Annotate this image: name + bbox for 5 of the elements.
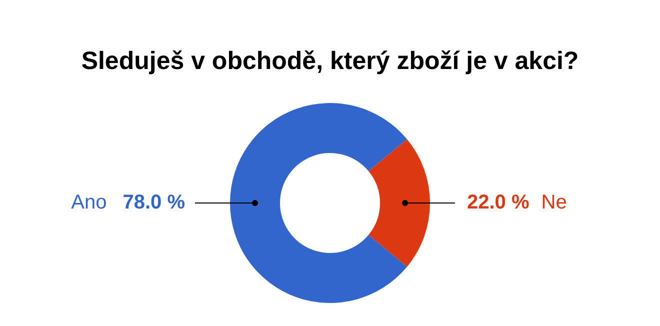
slice-label: Ne [541, 192, 567, 214]
data-label: 22.0 % [467, 192, 530, 214]
chart-title: Sleduješ v obchodě, který zboží je v akci? [81, 46, 579, 75]
slice-label: Ano [71, 192, 107, 214]
data-label: 78.0 % [122, 192, 186, 214]
